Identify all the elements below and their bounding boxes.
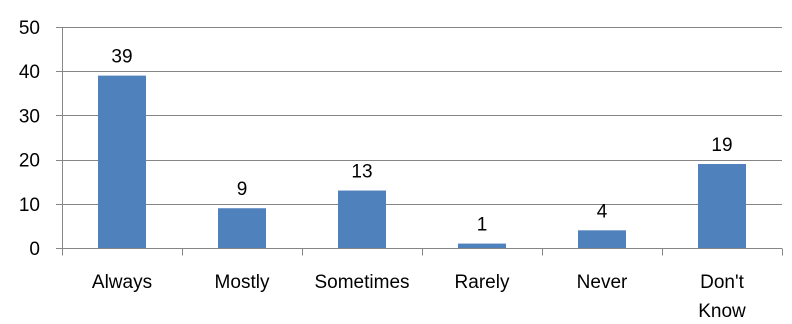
y-tick-label-50: 50 xyxy=(19,18,40,39)
bar-don-t-know xyxy=(698,164,746,248)
y-tick-label-20: 20 xyxy=(19,151,40,172)
category-label: Rarely xyxy=(455,272,510,293)
category-label: Mostly xyxy=(215,272,270,293)
y-tick-label-0: 0 xyxy=(29,239,40,260)
gridlines xyxy=(56,27,782,205)
bar-never xyxy=(578,230,626,248)
category-label: Always xyxy=(92,272,152,293)
y-tick-label-10: 10 xyxy=(19,195,40,216)
category-label: Never xyxy=(577,272,628,293)
bar-rarely xyxy=(458,243,506,248)
data-label: 4 xyxy=(597,201,608,222)
data-label: 39 xyxy=(111,47,132,68)
data-label: 9 xyxy=(237,179,248,200)
x-tick-labels: Always Mostly Sometimes Rarely Never Don't Kno… xyxy=(92,272,746,322)
y-tick-label-40: 40 xyxy=(19,62,40,83)
bar-sometimes xyxy=(338,190,386,248)
data-label: 13 xyxy=(351,162,372,183)
bar-always xyxy=(98,75,146,249)
y-tick-label-30: 30 xyxy=(19,106,40,127)
axes xyxy=(56,27,783,256)
bars xyxy=(98,75,746,249)
category-label: Sometimes xyxy=(314,272,409,293)
data-labels: 39 9 13 1 4 19 xyxy=(111,47,732,236)
y-tick-labels: 0 10 20 30 40 50 xyxy=(19,18,40,260)
data-label: 19 xyxy=(711,135,732,156)
bar-mostly xyxy=(218,208,266,248)
data-label: 1 xyxy=(477,215,488,236)
category-label: Don't Know xyxy=(698,272,746,322)
